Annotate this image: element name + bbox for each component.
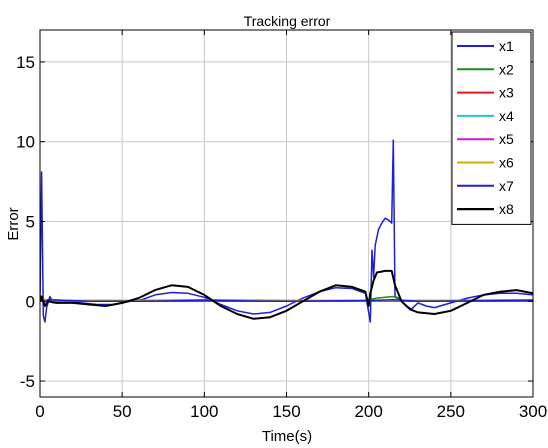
legend-label-x4: x4: [499, 108, 514, 124]
y-tick-label: 10: [16, 133, 35, 152]
y-tick-label: 5: [26, 212, 35, 231]
y-tick-label: 15: [16, 53, 35, 72]
x-tick-label: 300: [519, 402, 547, 421]
plot-area: 0 50 100 150 200 250 300-5051015x1x2x3x4x5x6x7…: [16, 29, 547, 421]
x-tick-label: 0: [35, 402, 44, 421]
legend-label-x5: x5: [499, 131, 514, 147]
legend-label-x8: x8: [499, 201, 514, 217]
y-tick-label: -5: [20, 372, 35, 391]
x-tick-label: 100: [190, 402, 218, 421]
x-tick-label: 50: [113, 402, 132, 421]
chart-title: Tracking error: [244, 13, 331, 29]
y-tick-label: 0: [26, 292, 35, 311]
legend: x1 x2 x3 x4 x5 x6 x7 x8: [451, 31, 532, 225]
legend-label-x3: x3: [499, 85, 514, 101]
legend-label-x2: x2: [499, 61, 514, 77]
y-axis-label: Error: [5, 207, 22, 240]
series-group: [40, 139, 533, 323]
x-axis-label: Time(s): [262, 428, 312, 445]
x-tick-label: 150: [272, 402, 300, 421]
legend-box: [451, 31, 532, 225]
x-tick-label: 250: [437, 402, 465, 421]
series-line-x8: [40, 269, 533, 320]
legend-label-x7: x7: [499, 178, 514, 194]
x-tick-label: 200: [354, 402, 382, 421]
legend-label-x1: x1: [499, 38, 514, 54]
legend-label-x6: x6: [499, 155, 514, 171]
